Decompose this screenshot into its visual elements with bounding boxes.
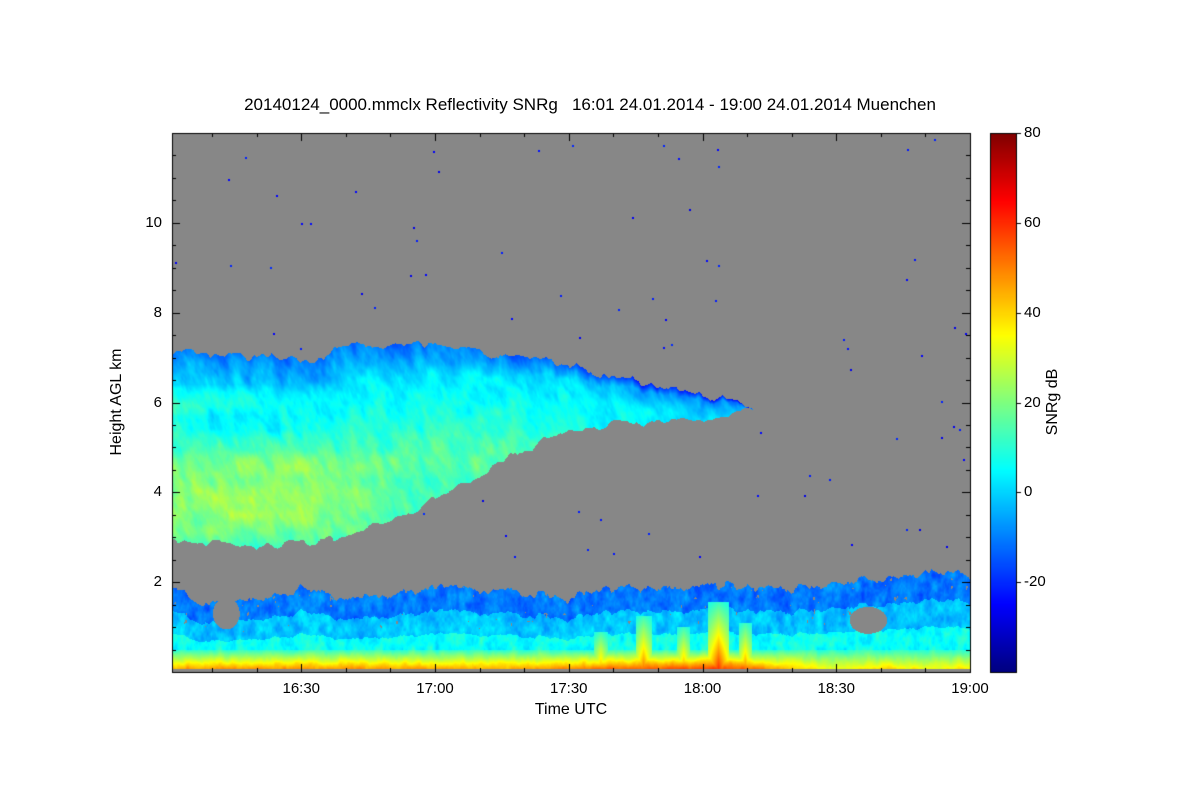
y-tick-label: 8 — [153, 303, 162, 321]
x-tick-label: 19:00 — [951, 680, 989, 697]
x-tick-label: 18:30 — [817, 680, 856, 697]
x-axis-label: Time UTC — [534, 701, 608, 718]
colorbar-tick-label: 80 — [1024, 124, 1041, 141]
x-tick-label: 17:00 — [416, 680, 454, 697]
y-tick-label: 10 — [145, 213, 162, 231]
chart-title: 20140124_0000.mmclx Reflectivity SNRg 16… — [244, 95, 936, 114]
y-tick-label: 4 — [153, 483, 162, 501]
x-tick-label: 17:30 — [549, 680, 588, 697]
colorbar-tick-label: 20 — [1024, 393, 1041, 411]
colorbar-tick-label: -20 — [1024, 573, 1046, 591]
colorbar-tick-label: 60 — [1024, 213, 1041, 231]
x-tick-label: 18:00 — [683, 680, 722, 697]
x-tick-label: 16:30 — [282, 680, 321, 697]
colorbar-tick-label: 40 — [1024, 303, 1041, 321]
colorbar-tick-label: 0 — [1024, 483, 1033, 501]
y-tick-label: 6 — [153, 393, 162, 411]
colorbar-label: SNRg dB — [1044, 368, 1061, 436]
y-tick-label: 2 — [153, 573, 162, 591]
